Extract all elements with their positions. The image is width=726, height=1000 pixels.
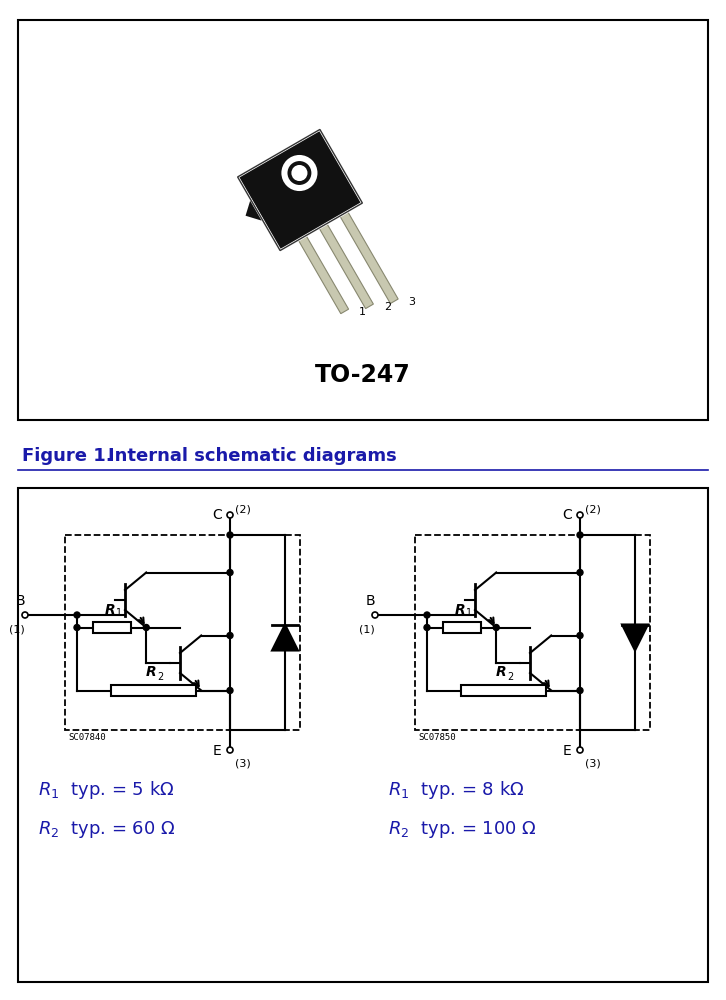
Circle shape xyxy=(227,532,233,538)
Polygon shape xyxy=(237,129,362,251)
Text: 1: 1 xyxy=(465,608,472,618)
Text: Figure 1.: Figure 1. xyxy=(22,447,113,465)
Text: (2): (2) xyxy=(235,504,251,514)
Text: 2: 2 xyxy=(384,302,391,312)
Circle shape xyxy=(577,747,583,753)
Circle shape xyxy=(227,512,233,518)
Bar xyxy=(65,535,300,730)
Circle shape xyxy=(74,624,80,631)
Text: 2: 2 xyxy=(158,672,163,682)
Polygon shape xyxy=(340,212,398,304)
Text: 2: 2 xyxy=(507,672,513,682)
Text: R: R xyxy=(496,666,507,680)
Text: (1): (1) xyxy=(359,624,375,634)
Circle shape xyxy=(143,624,150,631)
Text: $R_2$  typ. = 60 $\Omega$: $R_2$ typ. = 60 $\Omega$ xyxy=(38,820,176,840)
Circle shape xyxy=(293,166,306,180)
Text: C: C xyxy=(562,508,572,522)
Circle shape xyxy=(493,624,499,631)
Circle shape xyxy=(227,633,233,639)
Polygon shape xyxy=(244,198,264,222)
Circle shape xyxy=(74,612,80,618)
Polygon shape xyxy=(298,236,348,314)
Text: SC07850: SC07850 xyxy=(418,733,456,742)
Circle shape xyxy=(577,570,583,576)
Text: TO-247: TO-247 xyxy=(315,363,411,387)
Bar xyxy=(462,685,545,696)
Circle shape xyxy=(282,156,317,190)
Text: $R_2$  typ. = 100 $\Omega$: $R_2$ typ. = 100 $\Omega$ xyxy=(388,820,537,840)
Text: B: B xyxy=(15,594,25,608)
Circle shape xyxy=(424,624,430,631)
Circle shape xyxy=(424,612,430,618)
Circle shape xyxy=(577,512,583,518)
Circle shape xyxy=(287,160,312,186)
Text: 3: 3 xyxy=(409,297,416,307)
Polygon shape xyxy=(319,224,373,309)
Bar xyxy=(443,622,481,633)
Text: R: R xyxy=(146,666,157,680)
Text: $R_1$  typ. = 5 k$\Omega$: $R_1$ typ. = 5 k$\Omega$ xyxy=(38,779,174,801)
Circle shape xyxy=(577,532,583,538)
Polygon shape xyxy=(272,624,298,650)
Circle shape xyxy=(577,633,583,639)
Text: 1: 1 xyxy=(359,307,366,317)
Text: R: R xyxy=(454,602,465,616)
Bar xyxy=(18,488,708,982)
Text: B: B xyxy=(365,594,375,608)
Text: (3): (3) xyxy=(585,758,600,768)
Text: SC07840: SC07840 xyxy=(68,733,105,742)
Bar xyxy=(93,622,131,633)
Text: 1: 1 xyxy=(115,608,122,618)
Text: $R_1$  typ. = 8 k$\Omega$: $R_1$ typ. = 8 k$\Omega$ xyxy=(388,779,524,801)
Circle shape xyxy=(577,688,583,694)
Circle shape xyxy=(227,747,233,753)
Text: C: C xyxy=(212,508,222,522)
Text: E: E xyxy=(563,744,571,758)
Text: Internal schematic diagrams: Internal schematic diagrams xyxy=(108,447,396,465)
Bar xyxy=(415,535,650,730)
Circle shape xyxy=(227,570,233,576)
Circle shape xyxy=(22,612,28,618)
Circle shape xyxy=(227,688,233,694)
Text: (2): (2) xyxy=(585,504,601,514)
Circle shape xyxy=(372,612,378,618)
Text: E: E xyxy=(213,744,221,758)
Text: (3): (3) xyxy=(235,758,250,768)
Text: R: R xyxy=(105,602,115,616)
Bar xyxy=(111,685,195,696)
Polygon shape xyxy=(622,624,648,650)
Bar xyxy=(18,20,708,420)
Text: (1): (1) xyxy=(9,624,25,634)
